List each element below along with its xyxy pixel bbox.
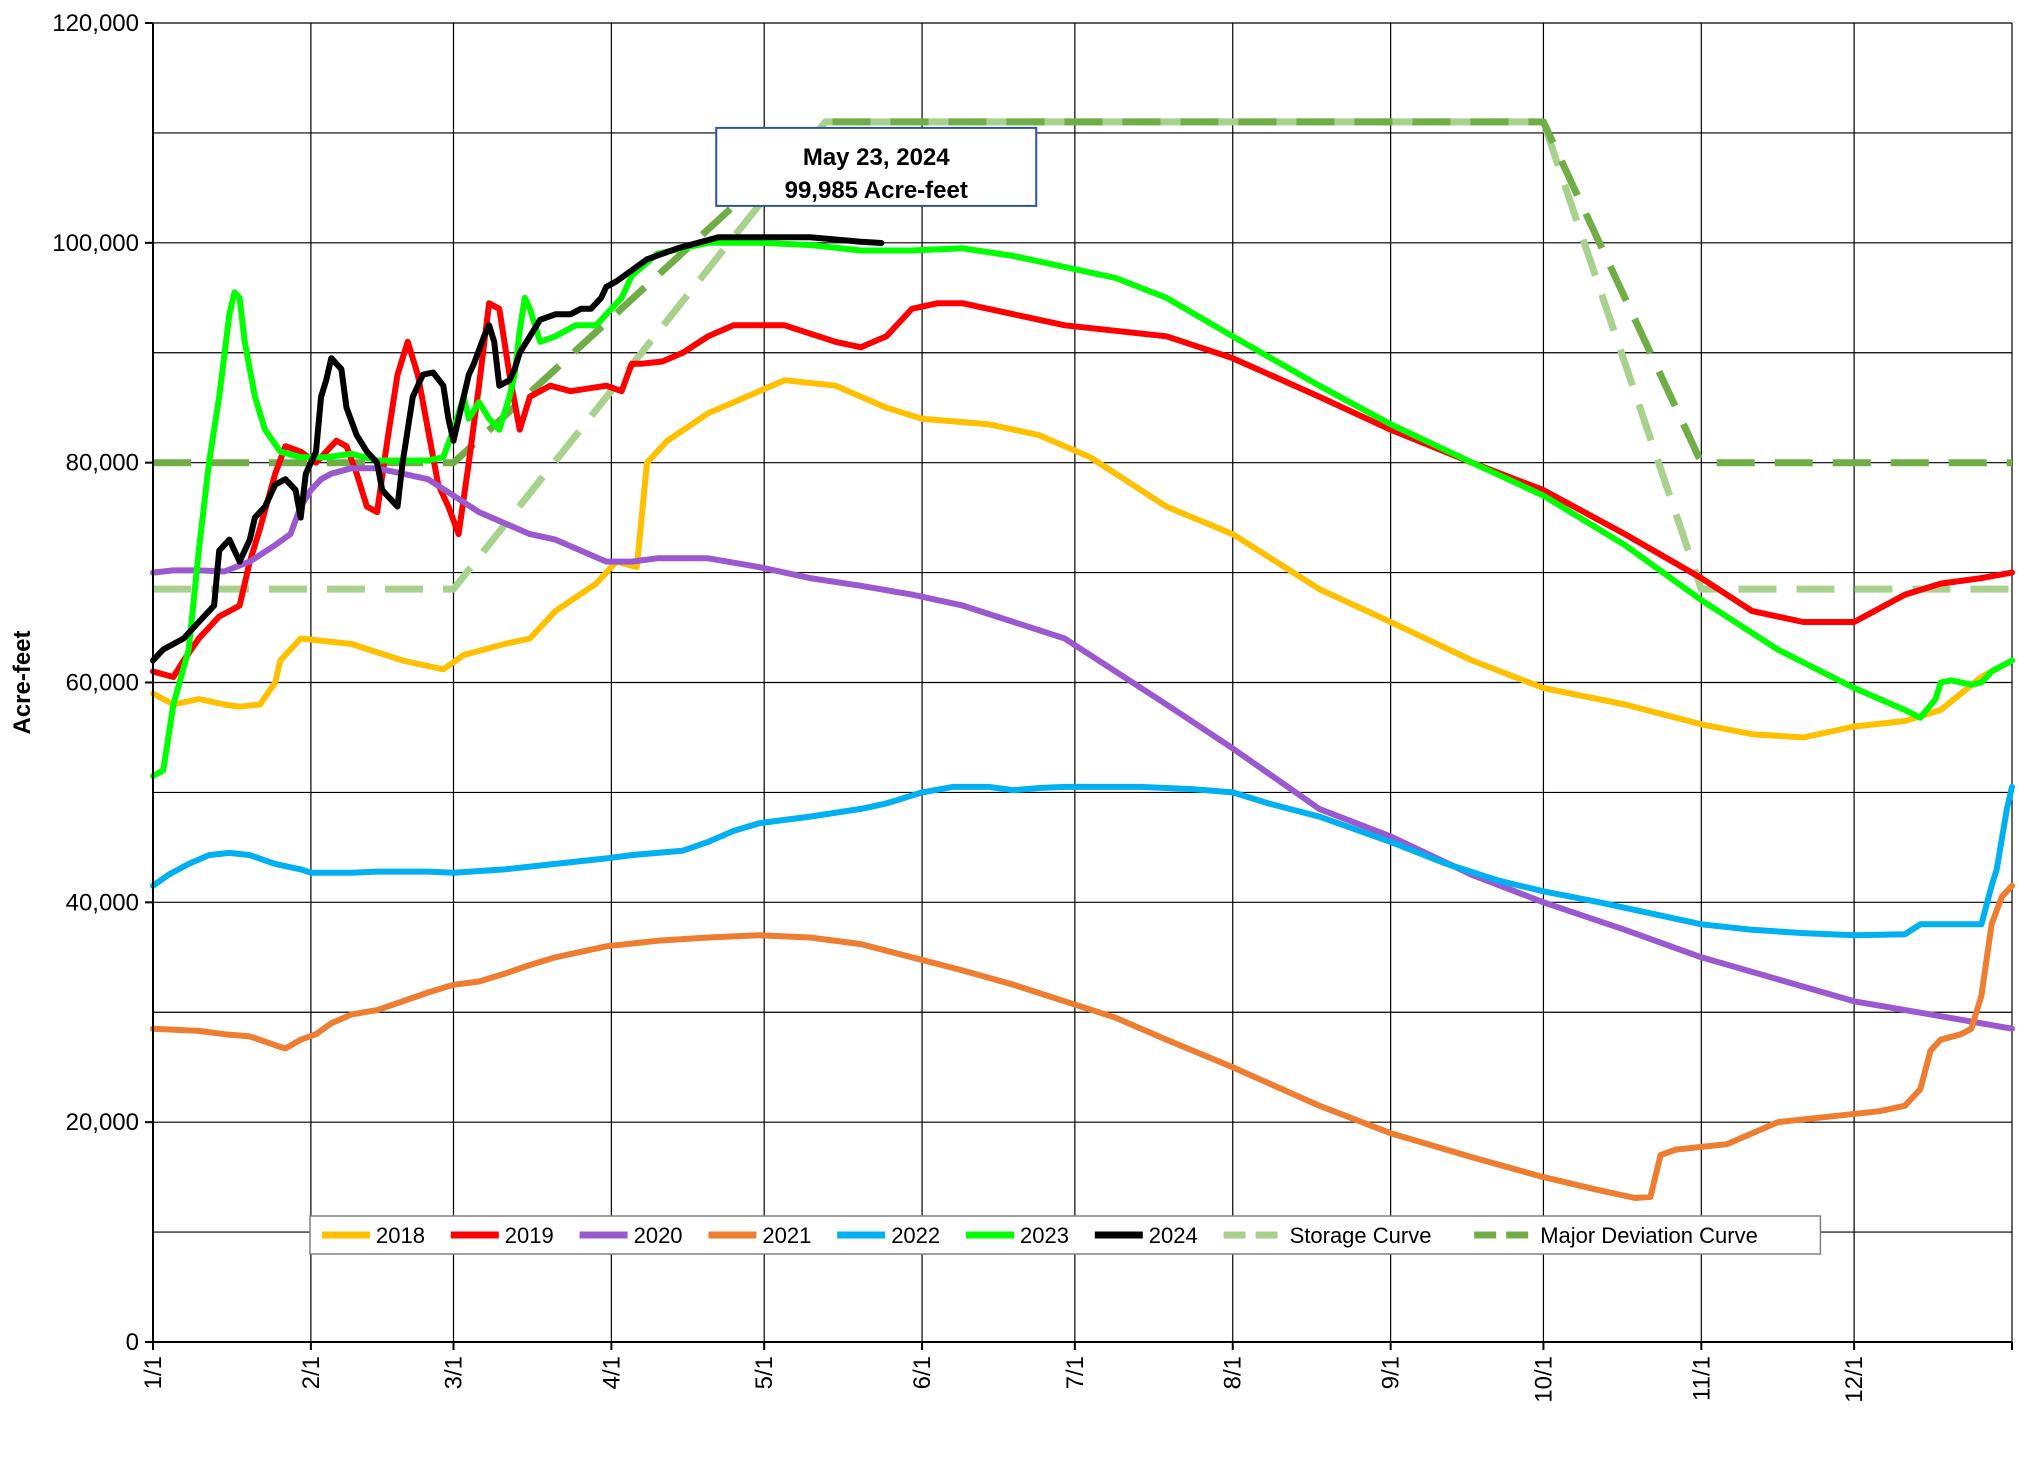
series-line-2018 bbox=[150, 377, 2015, 741]
y-tick-label: 120,000 bbox=[52, 10, 139, 37]
x-tick-label: 8/1 bbox=[1220, 1356, 1247, 1389]
y-tick-label: 20,000 bbox=[66, 1109, 139, 1136]
series-line-2024 bbox=[150, 234, 885, 664]
y-tick-label: 60,000 bbox=[66, 670, 139, 697]
legend-label: 2023 bbox=[1020, 1223, 1069, 1248]
x-tick-label: 7/1 bbox=[1062, 1356, 1089, 1389]
x-tick-label: 5/1 bbox=[751, 1356, 778, 1389]
series-line-2021 bbox=[150, 882, 2015, 1201]
legend-label: Major Deviation Curve bbox=[1540, 1223, 1758, 1248]
series-line-2019 bbox=[150, 300, 2015, 680]
y-tick-label: 0 bbox=[126, 1329, 139, 1356]
x-tick-label: 3/1 bbox=[440, 1356, 467, 1389]
legend-box bbox=[309, 1215, 1822, 1255]
annotation-callout: May 23, 2024 99,985 Acre-feet bbox=[715, 126, 1038, 207]
legend-label: 2022 bbox=[891, 1223, 940, 1248]
x-tick-label: 12/1 bbox=[1841, 1356, 1868, 1403]
x-tick-label: 11/1 bbox=[1688, 1356, 1715, 1401]
x-tick-label: 9/1 bbox=[1378, 1356, 1405, 1389]
x-tick-label: 1/1 bbox=[140, 1356, 167, 1389]
y-tick-label: 40,000 bbox=[66, 889, 139, 916]
x-tick-label: 10/1 bbox=[1530, 1356, 1557, 1403]
series-line-2023 bbox=[150, 239, 2015, 779]
series-line-storage-curve bbox=[153, 118, 2012, 593]
y-tick-label: 80,000 bbox=[66, 450, 139, 477]
legend-label: 2020 bbox=[634, 1223, 683, 1248]
legend-label: 2021 bbox=[762, 1223, 811, 1248]
annotation-value: 99,985 Acre-feet bbox=[785, 177, 968, 204]
axes: 0 20,000 40,000 60,000 80,000 100,000 120,000 1… bbox=[52, 10, 2013, 1403]
y-axis-title: Acre-feet bbox=[9, 630, 36, 734]
legend-label: 2018 bbox=[376, 1223, 425, 1248]
legend-label: 2024 bbox=[1149, 1223, 1198, 1248]
annotation-box bbox=[715, 126, 1038, 207]
x-tick-label: 2/1 bbox=[298, 1356, 325, 1389]
legend: 2018 2019 2020 2021 2022 2023 2024 Storage Curv… bbox=[309, 1215, 1822, 1255]
y-tick-label: 100,000 bbox=[52, 230, 139, 257]
x-tick-label: 4/1 bbox=[598, 1356, 625, 1389]
legend-label: Storage Curve bbox=[1290, 1223, 1432, 1248]
x-tick-label: 6/1 bbox=[909, 1356, 936, 1389]
series-line-2022 bbox=[150, 783, 2015, 939]
annotation-date: May 23, 2024 bbox=[803, 144, 950, 171]
legend-label: 2019 bbox=[505, 1223, 554, 1248]
series-lines bbox=[150, 118, 2015, 1201]
